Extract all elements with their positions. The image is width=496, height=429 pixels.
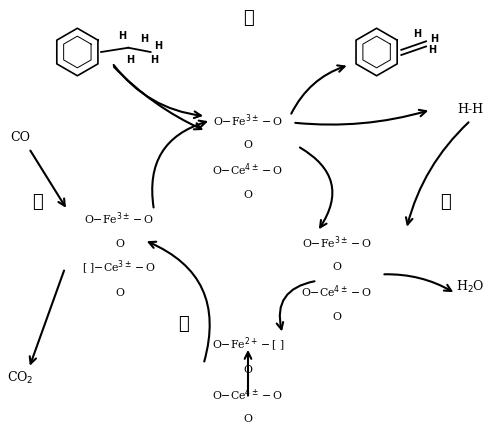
Text: O: O: [244, 140, 252, 150]
Text: O: O: [115, 288, 124, 298]
Text: [ ]$-$Ce$^{3\pm}-$O: [ ]$-$Ce$^{3\pm}-$O: [82, 259, 156, 278]
Text: H: H: [140, 34, 149, 44]
Text: H: H: [430, 34, 438, 44]
Text: CO: CO: [10, 131, 30, 144]
Text: ④: ④: [32, 193, 43, 211]
Text: O: O: [332, 262, 342, 272]
Text: O: O: [332, 312, 342, 322]
Text: O$-$Ce$^{4\pm}-$O: O$-$Ce$^{4\pm}-$O: [212, 162, 284, 178]
Text: CO$_2$: CO$_2$: [7, 370, 34, 386]
Text: ③: ③: [179, 314, 189, 332]
Text: O$-$Fe$^{3\pm}-$O: O$-$Fe$^{3\pm}-$O: [84, 211, 155, 227]
Text: O$-$Fe$^{3\pm}-$O: O$-$Fe$^{3\pm}-$O: [302, 234, 372, 251]
Text: H: H: [118, 31, 126, 41]
Text: ①: ①: [243, 9, 253, 27]
Text: H-H: H-H: [457, 103, 484, 116]
Text: O: O: [244, 365, 252, 375]
Text: O$-$Ce$^{4\pm}-$O: O$-$Ce$^{4\pm}-$O: [212, 386, 284, 403]
Text: O: O: [244, 190, 252, 200]
Text: H: H: [429, 45, 436, 55]
Text: ②: ②: [440, 193, 451, 211]
Text: O: O: [244, 414, 252, 424]
Text: H: H: [150, 55, 159, 65]
Text: H: H: [125, 55, 134, 65]
Text: H: H: [414, 29, 422, 39]
Text: O$-$Fe$^{3\pm}-$O: O$-$Fe$^{3\pm}-$O: [213, 112, 283, 129]
Text: O: O: [115, 239, 124, 248]
Text: H: H: [154, 41, 162, 51]
Text: O$-$Ce$^{4\pm}-$O: O$-$Ce$^{4\pm}-$O: [302, 284, 372, 300]
Text: H$_2$O: H$_2$O: [456, 279, 485, 295]
Text: O$-$Fe$^{2+}-$[ ]: O$-$Fe$^{2+}-$[ ]: [212, 336, 284, 354]
